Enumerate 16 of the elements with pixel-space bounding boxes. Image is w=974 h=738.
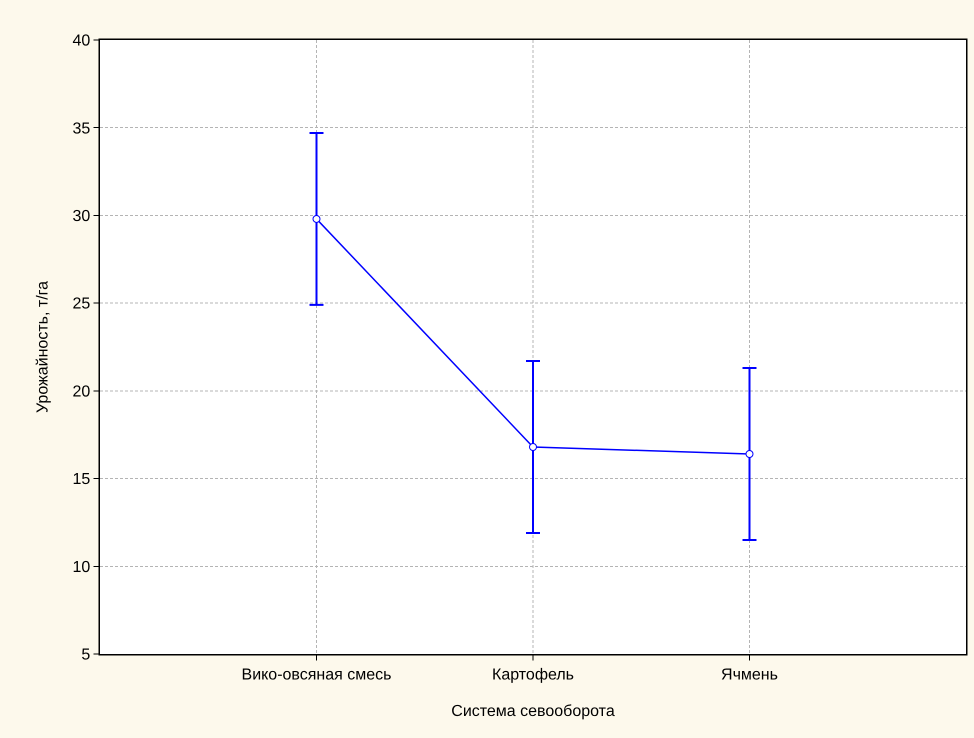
y-tick-label: 10 xyxy=(72,558,90,576)
y-tick-label: 35 xyxy=(72,120,90,138)
x-axis-title: Система севооборота xyxy=(451,703,615,720)
y-tick-label: 30 xyxy=(72,208,90,226)
y-tick-label: 5 xyxy=(81,646,90,664)
y-axis-title: Урожайность, т/га xyxy=(34,280,52,414)
point xyxy=(312,214,320,223)
x-tick-label: Вико-овсяная смесь xyxy=(242,666,392,684)
point xyxy=(529,442,537,451)
x-tick-label: Ячмень xyxy=(721,666,778,684)
point xyxy=(746,450,754,458)
y-tick-label: 40 xyxy=(72,32,90,50)
y-tick-label: 20 xyxy=(72,383,90,400)
y-tick-label: 15 xyxy=(72,471,90,488)
y-tick-label: 25 xyxy=(72,296,90,313)
x-tick-label: Картофель xyxy=(492,666,574,684)
